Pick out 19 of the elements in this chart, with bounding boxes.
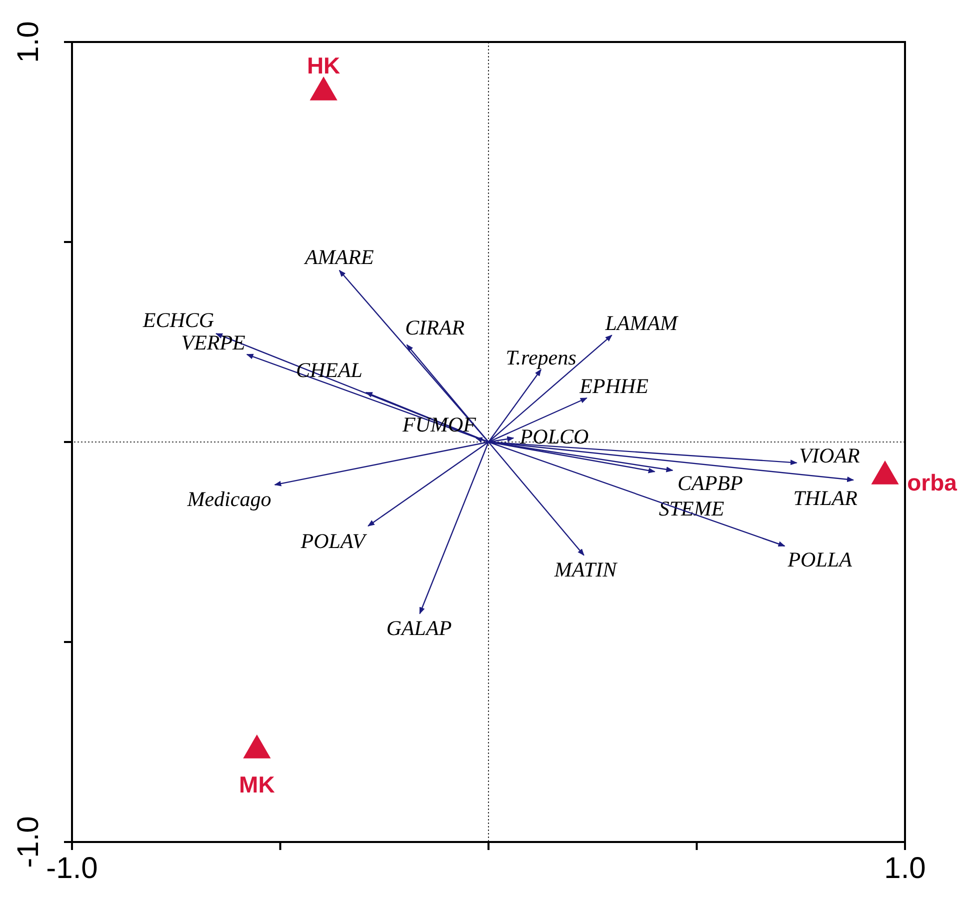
series-label: AMARE	[302, 244, 374, 269]
series-label: MATIN	[553, 557, 618, 582]
series-label: MK	[239, 771, 276, 798]
series-label: Medicago	[186, 487, 272, 512]
series-label: VIOAR	[799, 443, 860, 468]
series-label: GALAP	[386, 616, 452, 640]
series-label: CAPBP	[678, 471, 744, 496]
series-label: EPHHE	[578, 374, 649, 398]
series-label: POLAV	[300, 529, 368, 553]
series-label: HK	[306, 52, 341, 78]
series-label: POLCO	[518, 424, 589, 448]
series-label: CIRAR	[405, 316, 465, 340]
series-label: orba	[907, 469, 958, 496]
series-label: ECHCG	[142, 308, 214, 332]
series-label: LAMAM	[604, 311, 680, 336]
series-label: THLAR	[793, 486, 858, 510]
series-label: T.repens	[506, 346, 576, 370]
series-label: POLLA	[786, 548, 852, 572]
series-label: VERPE	[181, 330, 246, 354]
